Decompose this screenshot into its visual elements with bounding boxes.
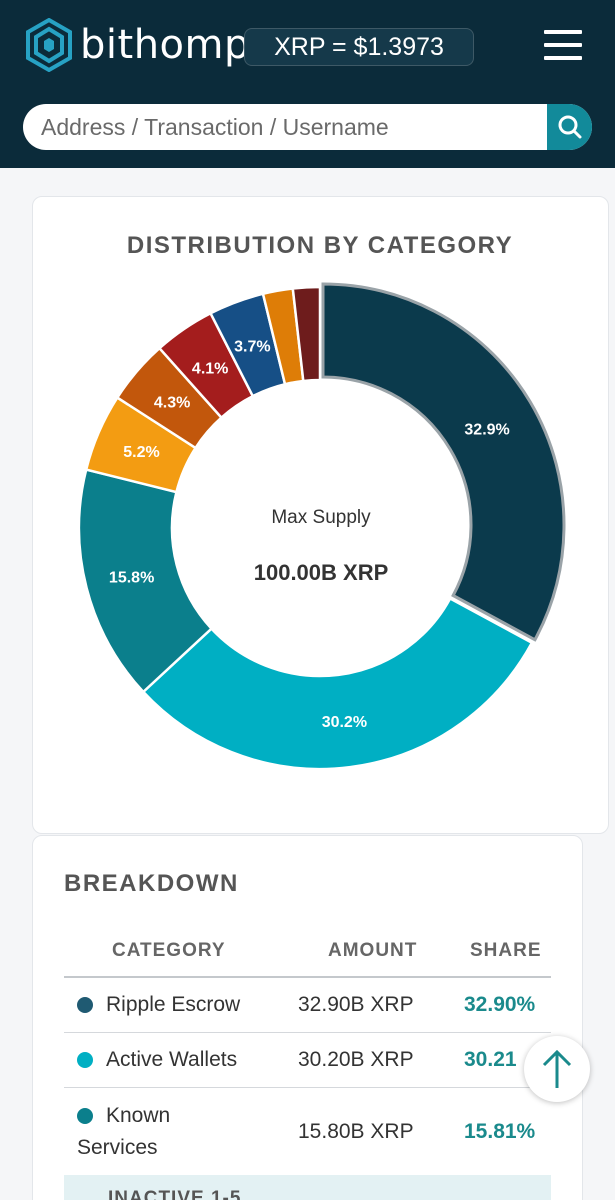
column-header-share[interactable]: SHARE (470, 940, 542, 961)
header-bar: bithomp XRP = $1.3973 (0, 0, 615, 168)
donut-slice-label-5: 4.1% (192, 360, 228, 377)
share-known-services: 15.81% (464, 1120, 536, 1143)
bithomp-logo-icon[interactable] (24, 18, 74, 72)
breakdown-card (32, 835, 583, 1200)
category-active-wallets[interactable]: Active Wallets (106, 1048, 238, 1071)
donut-slice-1[interactable] (141, 596, 534, 771)
xrp-price-badge: XRP = $1.3973 (244, 28, 474, 66)
donut-slice-label-0: 32.9% (464, 421, 509, 438)
share-ripple-escrow: 32.90% (464, 993, 536, 1016)
donut-slice-label-4: 4.3% (154, 395, 190, 412)
category-known-services-line1[interactable]: Known (106, 1104, 171, 1127)
amount-known-services: 15.80B XRP (298, 1120, 414, 1143)
search-icon (558, 115, 581, 139)
distribution-title: DISTRIBUTION BY CATEGORY (126, 232, 514, 259)
known-services-color-dot (77, 1108, 93, 1124)
donut-slice-0[interactable] (321, 282, 566, 642)
row-divider (64, 1087, 551, 1088)
section-label-inactive: INACTIVE 1-5 (108, 1188, 242, 1200)
donut-center-value: 100.00B XRP (253, 560, 389, 585)
search-input[interactable] (23, 104, 547, 150)
distribution-donut-chart: 32.9% 30.2% 15.8% 5.2% 4.3% 4.1% 3.7% (77, 282, 566, 771)
amount-active-wallets: 30.20B XRP (298, 1048, 414, 1071)
header-divider (64, 976, 551, 978)
scroll-to-top-button[interactable] (524, 1036, 590, 1102)
donut-slice-label-1: 30.2% (322, 714, 367, 731)
share-active-wallets: 30.21 (464, 1048, 517, 1071)
donut-slice-label-6: 3.7% (234, 339, 270, 356)
column-header-category[interactable]: CATEGORY (112, 940, 226, 961)
search-button[interactable] (547, 104, 592, 150)
row-divider (64, 1032, 551, 1033)
category-known-services-line2[interactable]: Services (77, 1136, 158, 1159)
donut-slice-8[interactable] (291, 285, 322, 383)
ripple-escrow-color-dot (77, 997, 93, 1013)
brand-name[interactable]: bithomp (80, 22, 250, 68)
column-header-amount[interactable]: AMOUNT (328, 940, 418, 961)
hamburger-menu-icon[interactable] (540, 26, 584, 64)
donut-slice-label-3: 5.2% (123, 444, 159, 461)
amount-ripple-escrow: 32.90B XRP (298, 993, 414, 1016)
section-row-inactive (64, 1175, 551, 1200)
donut-center-label: Max Supply (271, 507, 371, 528)
donut-slice-label-2: 15.8% (109, 569, 154, 586)
category-ripple-escrow[interactable]: Ripple Escrow (106, 993, 241, 1016)
search-bar (23, 104, 592, 150)
breakdown-title: BREAKDOWN (64, 870, 239, 897)
active-wallets-color-dot (77, 1052, 93, 1068)
arrow-up-icon (542, 1049, 572, 1088)
